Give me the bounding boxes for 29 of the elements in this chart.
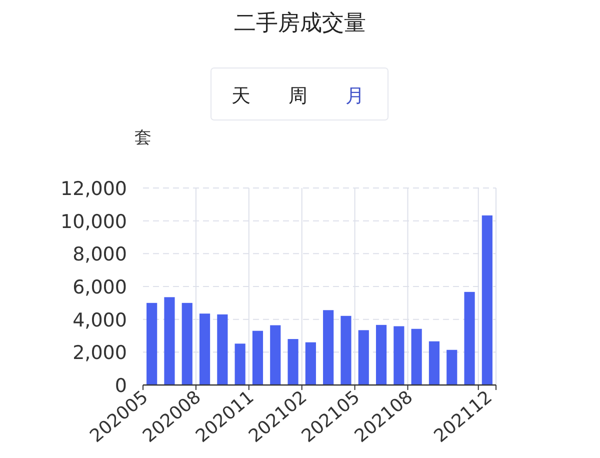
bar: [288, 339, 298, 385]
bar: [164, 297, 175, 385]
title: 二手房成交量: [234, 11, 366, 36]
bar: [199, 314, 210, 385]
bar: [146, 302, 158, 385]
bar: [340, 316, 352, 385]
y-tick-label: 4,000: [72, 309, 127, 332]
bar: [464, 292, 475, 385]
ylabel: 套: [134, 128, 152, 148]
y-tick-label: 10,000: [60, 210, 127, 233]
bar: [217, 314, 228, 385]
y-tick-label: 8,000: [72, 244, 127, 266]
bar: [270, 325, 281, 385]
bar: [428, 341, 440, 385]
bar: [252, 330, 264, 385]
y-tick-label: 0: [114, 375, 127, 397]
bar: [394, 326, 404, 385]
y-tick-label: 12,000: [60, 178, 127, 200]
bar: [376, 324, 387, 385]
bar: [234, 344, 246, 385]
y-tick-label: 2,000: [72, 342, 127, 364]
bar: [446, 350, 458, 385]
y-tick-label: 6,000: [72, 276, 127, 298]
bar: [482, 215, 492, 385]
bar: [358, 330, 369, 385]
bar: [411, 328, 422, 385]
bar: [305, 342, 316, 385]
bar: [323, 310, 334, 385]
bar: [182, 302, 192, 385]
